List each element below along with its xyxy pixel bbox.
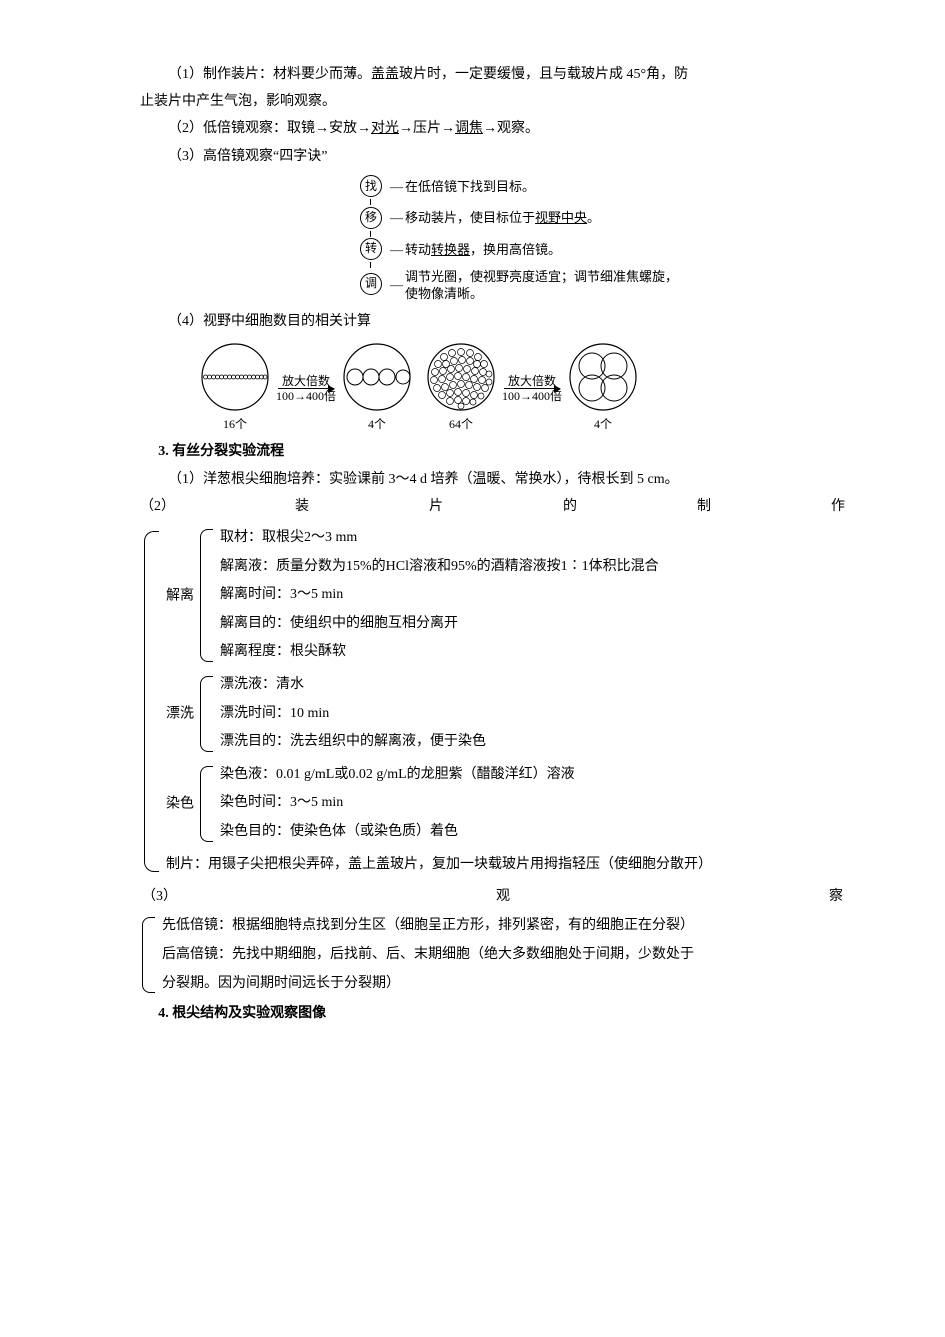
step-3-label: （3） 观 察 <box>140 884 845 909</box>
zhipian-line: 制片：用镊子尖把根尖弄碎，盖上盖玻片，复加一块载玻片用拇指轻压（使细胞分散开） <box>166 852 845 879</box>
jieli-l5: 解离程度：根尖酥软 <box>220 639 845 666</box>
s2c: 片 <box>429 494 443 519</box>
move-icon: 移 <box>360 207 382 229</box>
obs-l2: 后高倍镜：先找中期细胞，后找前、后、末期细胞（绝大多数细胞处于间期，少数处于 <box>162 942 845 969</box>
count-4b: 4个 <box>594 414 612 436</box>
jieli-l4: 解离目的：使组织中的细胞互相分离开 <box>220 611 845 638</box>
cell-count-diagram: 16个 放大倍数 100→400倍 4个 <box>200 342 845 436</box>
piaoxi-l2: 漂洗时间：10 min <box>220 701 845 728</box>
arrow-2-bot: 100→400倍 <box>502 389 562 403</box>
jieli-l1: 取材：取根尖2～3 mm <box>220 525 845 552</box>
count-64: 64个 <box>449 414 473 436</box>
p2-u1: 对光 <box>371 121 399 136</box>
piaoxi-l1: 漂洗液：清水 <box>220 672 845 699</box>
adjust-l1: 调节光圈，使视野亮度适宜；调节细准焦螺旋， <box>405 269 678 284</box>
rotate-text: 转动转换器，换用高倍镜。 <box>405 238 561 261</box>
jieli-l2: 解离液：质量分数为15%的HCl溶液和95%的酒精溶液按1∶1体积比混合 <box>220 554 845 581</box>
arrow-1: 放大倍数 100→400倍 <box>276 374 336 404</box>
s2a: （2） <box>140 494 175 519</box>
heading-3: 3. 有丝分裂实验流程 <box>140 439 845 464</box>
circle-16: 16个 <box>200 342 270 436</box>
observation-bracket: 先低倍镜：根据细胞特点找到分生区（细胞呈正方形，排列紧密，有的细胞正在分裂） 后… <box>140 913 845 997</box>
connector-line <box>370 231 371 237</box>
adjust-icon: 调 <box>360 273 382 295</box>
rotate-icon: 转 <box>360 238 382 260</box>
p2-u2: 调焦 <box>455 121 483 136</box>
count-16: 16个 <box>223 414 247 436</box>
ranse-l1: 染色液：0.01 g/mL或0.02 g/mL的龙胆紫（醋酸洋红）溶液 <box>220 762 845 789</box>
s2e: 制 <box>697 494 711 519</box>
heading-4: 4. 根尖结构及实验观察图像 <box>140 1001 845 1026</box>
rotate-post: ，换用高倍镜。 <box>470 242 561 257</box>
dash-icon: — <box>390 175 403 198</box>
arrow-2: 放大倍数 100→400倍 <box>502 374 562 404</box>
move-u: 视野中央 <box>535 210 587 225</box>
find-icon: 找 <box>360 175 382 197</box>
sec4-title: （4）视野中细胞数目的相关计算 <box>140 309 845 334</box>
circle-4a: 4个 <box>342 342 412 436</box>
para-1b: 止装片中产生气泡，影响观察。 <box>140 89 845 114</box>
s3b: 观 <box>496 884 510 909</box>
jieli-label: 解离 <box>166 583 194 608</box>
s3a: （3） <box>142 884 177 909</box>
step-1: （1）洋葱根尖细胞培养：实验课前 3～4 d 培养（温暖、常换水），待根长到 5… <box>140 467 845 492</box>
rotate-pre: 转动 <box>405 242 431 257</box>
move-post: 。 <box>587 210 600 225</box>
p2-mid: →压片→ <box>399 121 455 136</box>
arrow-1-top: 放大倍数 <box>282 374 330 388</box>
piaoxi-block: 漂洗 漂洗液：清水 漂洗时间：10 min 漂洗目的：洗去组织中的解离液，便于染… <box>164 672 845 756</box>
arrow-1-bot: 100→400倍 <box>276 389 336 403</box>
move-text: 移动装片，使目标位于视野中央。 <box>405 206 600 229</box>
obs-l3: 分裂期。因为间期时间远长于分裂期） <box>162 971 845 998</box>
move-pre: 移动装片，使目标位于 <box>405 210 535 225</box>
adjust-l2: 使物像清晰。 <box>405 286 483 301</box>
connector-line <box>370 199 371 205</box>
s2d: 的 <box>563 494 577 519</box>
jieli-block: 解离 取材：取根尖2～3 mm 解离液：质量分数为15%的HCl溶液和95%的酒… <box>164 525 845 666</box>
four-steps-diagram: 找 — 在低倍镜下找到目标。 移 — 移动装片，使目标位于视野中央。 转 — 转… <box>360 175 845 303</box>
step-rotate: 转 — 转动转换器，换用高倍镜。 <box>360 238 845 261</box>
circle-4b: 4个 <box>568 342 638 436</box>
para-2: （2）低倍镜观察：取镜→安放→对光→压片→调焦→观察。 <box>140 116 845 141</box>
preparation-bracket: 解离 取材：取根尖2～3 mm 解离液：质量分数为15%的HCl溶液和95%的酒… <box>140 525 845 878</box>
ranse-label: 染色 <box>166 791 194 816</box>
step-move: 移 — 移动装片，使目标位于视野中央。 <box>360 206 845 229</box>
p2-pre: （2）低倍镜观察：取镜→安放→ <box>168 121 371 136</box>
ranse-l3: 染色目的：使染色体（或染色质）着色 <box>220 819 845 846</box>
ranse-block: 染色 染色液：0.01 g/mL或0.02 g/mL的龙胆紫（醋酸洋红）溶液 染… <box>164 762 845 846</box>
jieli-l3: 解离时间：3～5 min <box>220 582 845 609</box>
para-1a: （1）制作装片：材料要少而薄。盖盖玻片时，一定要缓慢，且与载玻片成 45°角，防 <box>140 62 845 87</box>
p2-post: →观察。 <box>483 121 539 136</box>
count-4a: 4个 <box>368 414 386 436</box>
step-adjust: 调 — 调节光圈，使视野亮度适宜；调节细准焦螺旋， 使物像清晰。 <box>360 269 845 303</box>
find-text: 在低倍镜下找到目标。 <box>405 175 535 198</box>
piaoxi-label: 漂洗 <box>166 701 194 726</box>
para-3: （3）高倍镜观察“四字诀” <box>140 144 845 169</box>
arrow-2-top: 放大倍数 <box>508 374 556 388</box>
dash-icon: — <box>390 206 403 229</box>
dash-icon: — <box>390 238 403 261</box>
piaoxi-l3: 漂洗目的：洗去组织中的解离液，便于染色 <box>220 729 845 756</box>
step-find: 找 — 在低倍镜下找到目标。 <box>360 175 845 198</box>
s2f: 作 <box>831 494 845 519</box>
dash-icon: — <box>390 273 403 296</box>
ranse-l2: 染色时间：3～5 min <box>220 790 845 817</box>
s3c: 察 <box>829 884 843 909</box>
obs-l1: 先低倍镜：根据细胞特点找到分生区（细胞呈正方形，排列紧密，有的细胞正在分裂） <box>162 913 845 940</box>
circle-64: 64个 <box>426 342 496 436</box>
s2b: 装 <box>295 494 309 519</box>
rotate-u: 转换器 <box>431 242 470 257</box>
step-2-label: （2） 装 片 的 制 作 <box>140 494 845 519</box>
connector-line <box>370 262 371 268</box>
adjust-text: 调节光圈，使视野亮度适宜；调节细准焦螺旋， 使物像清晰。 <box>405 269 678 303</box>
